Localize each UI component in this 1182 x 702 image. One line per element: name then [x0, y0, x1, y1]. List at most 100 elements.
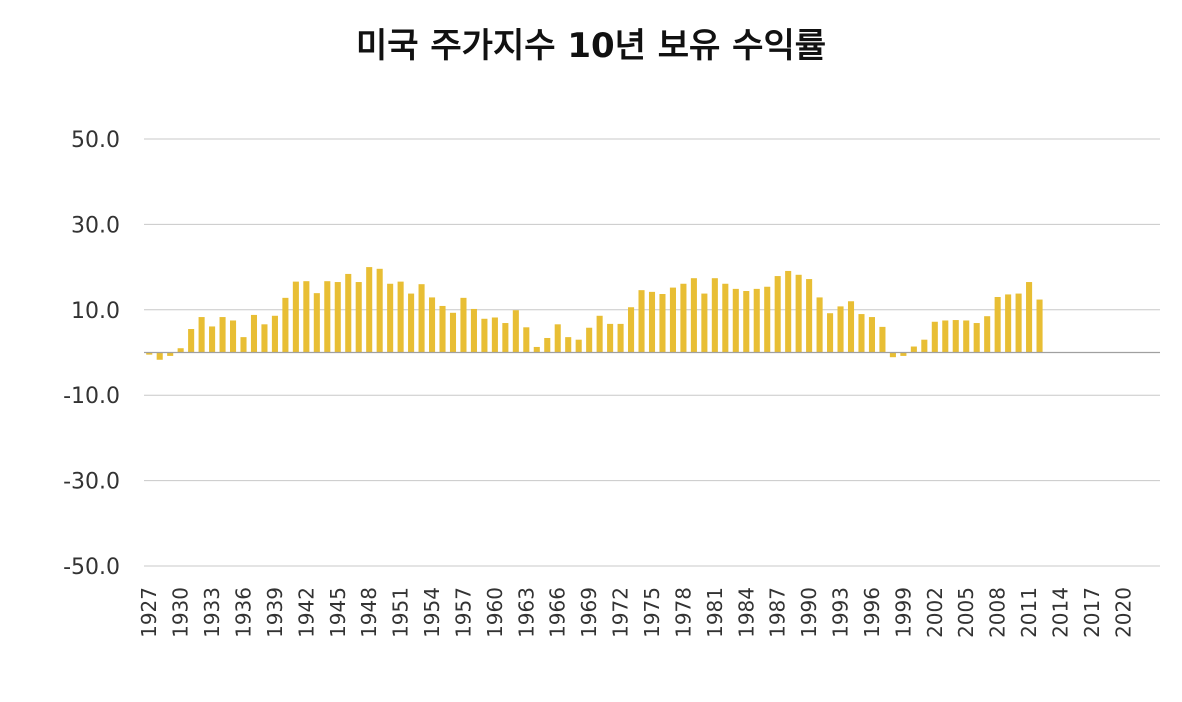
bar-1980 [701, 293, 708, 353]
bar-1996 [868, 317, 875, 353]
bar-1999 [900, 352, 907, 356]
bar-1985 [753, 288, 760, 353]
bar-1929 [167, 352, 174, 356]
chart-title: 미국 주가지수 10년 보유 수익률 [355, 26, 827, 66]
y-tick-label: -50.0 [63, 555, 120, 580]
bar-1973 [628, 307, 635, 353]
x-tick-label: 1927 [137, 587, 161, 638]
x-tick-label: 1936 [232, 587, 256, 638]
bar-1989 [795, 274, 802, 353]
bar-1931 [188, 329, 195, 353]
bar-1997 [879, 326, 886, 353]
bar-2002 [931, 321, 938, 353]
bar-1981 [711, 278, 718, 353]
y-tick-label: 10.0 [71, 299, 120, 324]
bar-1928 [156, 352, 163, 360]
y-axis-ticks: 50.0 30.0 10.0 -10.0 -30.0 -50.0 [63, 128, 120, 580]
x-tick-label: 1978 [671, 587, 695, 638]
bar-2010 [1015, 293, 1022, 353]
bar-1941 [292, 281, 299, 353]
bar-1934 [219, 317, 226, 353]
bar-1946 [345, 273, 352, 353]
bar-1995 [858, 314, 865, 353]
bar-1932 [198, 317, 205, 353]
bar-1940 [282, 297, 289, 353]
x-tick-label: 1984 [734, 587, 758, 638]
bar-1947 [355, 282, 362, 353]
bar-1984 [743, 291, 750, 353]
bar-1953 [418, 284, 425, 353]
x-tick-label: 2002 [923, 587, 947, 638]
bar-1967 [565, 337, 572, 353]
bar-1936 [240, 337, 247, 353]
bar-1949 [376, 268, 383, 353]
x-tick-label: 2011 [1017, 587, 1041, 638]
bar-1979 [690, 278, 697, 353]
bar-1970 [596, 315, 603, 353]
x-tick-label: 2005 [954, 587, 978, 638]
x-tick-label: 1999 [891, 587, 915, 638]
bar-1945 [334, 282, 341, 353]
x-tick-label: 1966 [546, 587, 570, 638]
y-tick-label: 30.0 [71, 213, 120, 238]
x-tick-label: 1957 [451, 587, 475, 638]
bar-1990 [806, 279, 813, 353]
bar-1987 [774, 276, 781, 353]
bar-1963 [523, 327, 530, 353]
bar-1962 [512, 310, 519, 353]
bar-series [146, 267, 1043, 360]
bar-1955 [439, 305, 446, 353]
x-axis-ticks: 1927 1930 1933 1936 1939 1942 1945 1948 1951 1954… [137, 587, 1135, 638]
bar-1994 [847, 301, 855, 353]
bar-1966 [554, 324, 561, 353]
bar-1993 [837, 306, 844, 353]
bar-1986 [764, 286, 771, 353]
x-tick-label: 2014 [1048, 587, 1072, 638]
bar-1964 [533, 346, 540, 353]
bar-1988 [785, 270, 792, 353]
y-tick-label: -30.0 [63, 470, 120, 495]
bar-1927 [146, 352, 153, 355]
bar-1944 [324, 281, 331, 353]
bar-1957 [460, 297, 467, 353]
bar-1930 [177, 348, 184, 353]
x-tick-label: 1969 [577, 587, 601, 638]
x-tick-label: 1942 [294, 587, 318, 638]
bar-1992 [827, 313, 834, 353]
bar-1965 [544, 337, 551, 353]
bar-1968 [575, 339, 582, 353]
bar-1974 [638, 290, 645, 353]
x-tick-label: 1933 [200, 587, 224, 638]
x-tick-label: 1990 [797, 587, 821, 638]
bar-1952 [408, 293, 415, 353]
x-tick-label: 1993 [829, 587, 853, 638]
bar-2007 [984, 316, 991, 353]
bar-1971 [607, 323, 614, 353]
bar-1939 [271, 315, 278, 353]
x-tick-label: 1963 [514, 587, 538, 638]
bar-1937 [250, 314, 258, 353]
x-tick-label: 1975 [640, 587, 664, 638]
x-tick-label: 2008 [986, 587, 1010, 638]
bar-1961 [502, 323, 509, 353]
x-tick-label: 1948 [357, 587, 381, 638]
bar-1943 [313, 293, 320, 353]
x-tick-label: 2017 [1080, 587, 1104, 638]
bar-2008 [994, 296, 1001, 353]
bar-1982 [722, 283, 729, 353]
bar-2003 [942, 320, 949, 353]
bar-2011 [1026, 282, 1033, 353]
bar-1933 [209, 326, 216, 353]
bar-2000 [910, 346, 917, 353]
bar-2009 [1005, 294, 1012, 353]
bar-1959 [481, 318, 488, 353]
bar-1951 [397, 281, 404, 353]
bar-1975 [648, 291, 656, 353]
bar-1978 [680, 283, 687, 353]
bar-1948 [366, 267, 373, 353]
x-tick-label: 1954 [420, 587, 444, 638]
y-tick-label: -10.0 [63, 384, 120, 409]
bar-1956 [449, 312, 457, 353]
bar-1991 [816, 297, 823, 353]
